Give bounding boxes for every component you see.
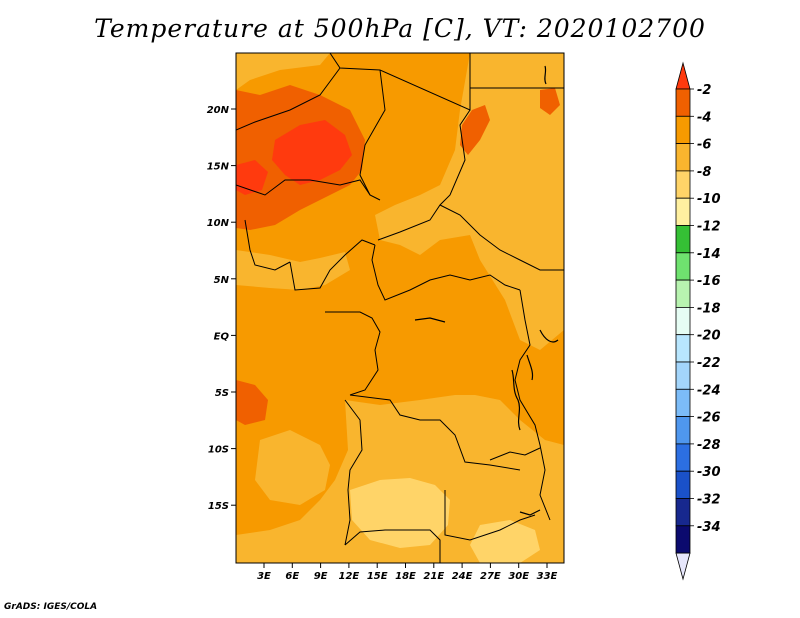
colorbar-label: -6 [697, 138, 711, 153]
colorbar-label: -24 [697, 383, 721, 398]
lat-tick-label: EQ [214, 331, 230, 342]
map-title: Temperature at 500hPa [C], VT: 202010270… [94, 14, 706, 43]
colorbar-segment [675, 443, 691, 472]
lat-tick-label: 5S [215, 388, 229, 399]
lon-tick-label: 3E [257, 571, 271, 582]
lon-tick-label: 12E [339, 571, 360, 582]
map-frame [235, 52, 565, 564]
colorbar-segment [675, 525, 691, 554]
colorbar-label: -10 [697, 192, 721, 207]
field-region-west-cool-2 [236, 250, 350, 290]
colorbar-label: -32 [697, 493, 721, 508]
field-region-east-cool [375, 53, 564, 350]
field-region-west-cool-1 [236, 53, 330, 90]
colorbar-segment [675, 225, 691, 254]
colorbar-segment [675, 416, 691, 445]
colorbar-label: -30 [697, 465, 721, 480]
colorbar-top-arrow [675, 61, 691, 90]
field-region-west-coast-warm [236, 380, 268, 425]
longitude-ticks: 3E 6E 9E 12E 15E 18E 21E 24E 27E 30E 33E [257, 563, 558, 582]
colorbar-label: -12 [697, 220, 721, 235]
colorbar-label: -2 [697, 83, 711, 98]
lon-tick-label: 30E [508, 571, 529, 582]
colorbar-segment [675, 170, 691, 199]
credit-label: GrADS: IGES/COLA [4, 602, 98, 612]
field-region-west-cool-3 [255, 430, 330, 505]
country-borders [236, 53, 564, 563]
field-region-warmest-core [272, 120, 352, 185]
colorbar-segment [675, 334, 691, 363]
lon-tick-label: 6E [285, 571, 299, 582]
lat-tick-label: 10S [208, 445, 229, 456]
colorbar-segment [675, 88, 691, 117]
lon-tick-label: 24E [452, 571, 473, 582]
lat-tick-label: 5N [214, 275, 230, 286]
colorbar-label: -8 [697, 165, 711, 180]
colorbar-label: -4 [697, 110, 711, 125]
colorbar-segment [675, 306, 691, 336]
colorbar-label: -28 [697, 438, 721, 453]
lat-tick-label: 20N [207, 105, 230, 116]
colorbar-label: -16 [697, 274, 721, 289]
colorbar-segment [675, 143, 691, 172]
field-region-northeast-warm [460, 105, 490, 155]
map-plot [236, 53, 564, 563]
lon-tick-label: 15E [367, 571, 388, 582]
lat-tick-label: 15N [207, 162, 230, 173]
colorbar-segment [675, 388, 691, 417]
colorbar-segment [675, 115, 691, 145]
lat-tick-label: 10N [207, 218, 230, 229]
lon-tick-label: 27E [480, 571, 501, 582]
colorbar-label: -18 [697, 301, 721, 316]
latitude-ticks: 20N 15N 10N 5N EQ 5S 10S 15S [207, 105, 236, 512]
colorbar-label: -22 [697, 356, 721, 371]
colorbar-label: -20 [697, 329, 721, 344]
colorbar-segment [675, 361, 691, 390]
colorbar-bottom-arrow [675, 552, 691, 581]
colorbar: -2 -4 -6 -8 -10 -12 -14 -16 -18 -20 -22 -24 -26 -28 -3… [675, 61, 721, 581]
colorbar-segment [675, 279, 691, 308]
field-region-east-warm [540, 88, 560, 115]
lon-tick-label: 21E [423, 571, 444, 582]
colorbar-label: -26 [697, 411, 721, 426]
field-region-warm-core-west [236, 160, 268, 195]
lon-tick-label: 18E [395, 571, 416, 582]
lon-tick-label: 33E [537, 571, 558, 582]
colorbar-label: -34 [697, 520, 721, 535]
lon-tick-label: 9E [314, 571, 328, 582]
colorbar-segment [675, 197, 691, 226]
colorbar-segment [675, 498, 691, 527]
colorbar-segment [675, 252, 691, 281]
field-region-coolest-southeast [470, 520, 540, 563]
lakes [414, 65, 559, 516]
colorbar-segment [675, 470, 691, 499]
lat-tick-label: 15S [208, 501, 229, 512]
colorbar-label: -14 [697, 247, 721, 262]
